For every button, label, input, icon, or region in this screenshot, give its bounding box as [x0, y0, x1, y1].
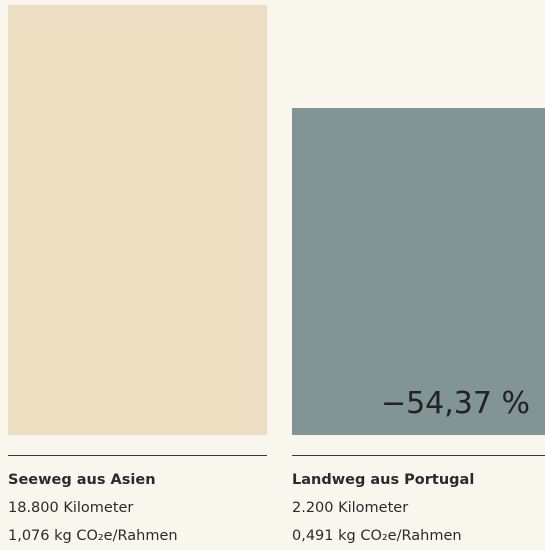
distance: 2.200 Kilometer: [292, 500, 409, 516]
emission: 0,491 kg CO₂e/Rahmen: [292, 528, 462, 544]
column-title: Seeweg aus Asien: [8, 472, 156, 488]
reduction-label: −54,37 %: [380, 386, 530, 421]
divider: [8, 455, 267, 456]
land-bar: [292, 108, 545, 435]
distance: 18.800 Kilometer: [8, 500, 134, 516]
column-title: Landweg aus Portugal: [292, 472, 475, 488]
divider: [292, 455, 545, 456]
sea-bar: [8, 5, 267, 435]
emission: 1,076 kg CO₂e/Rahmen: [8, 528, 178, 544]
